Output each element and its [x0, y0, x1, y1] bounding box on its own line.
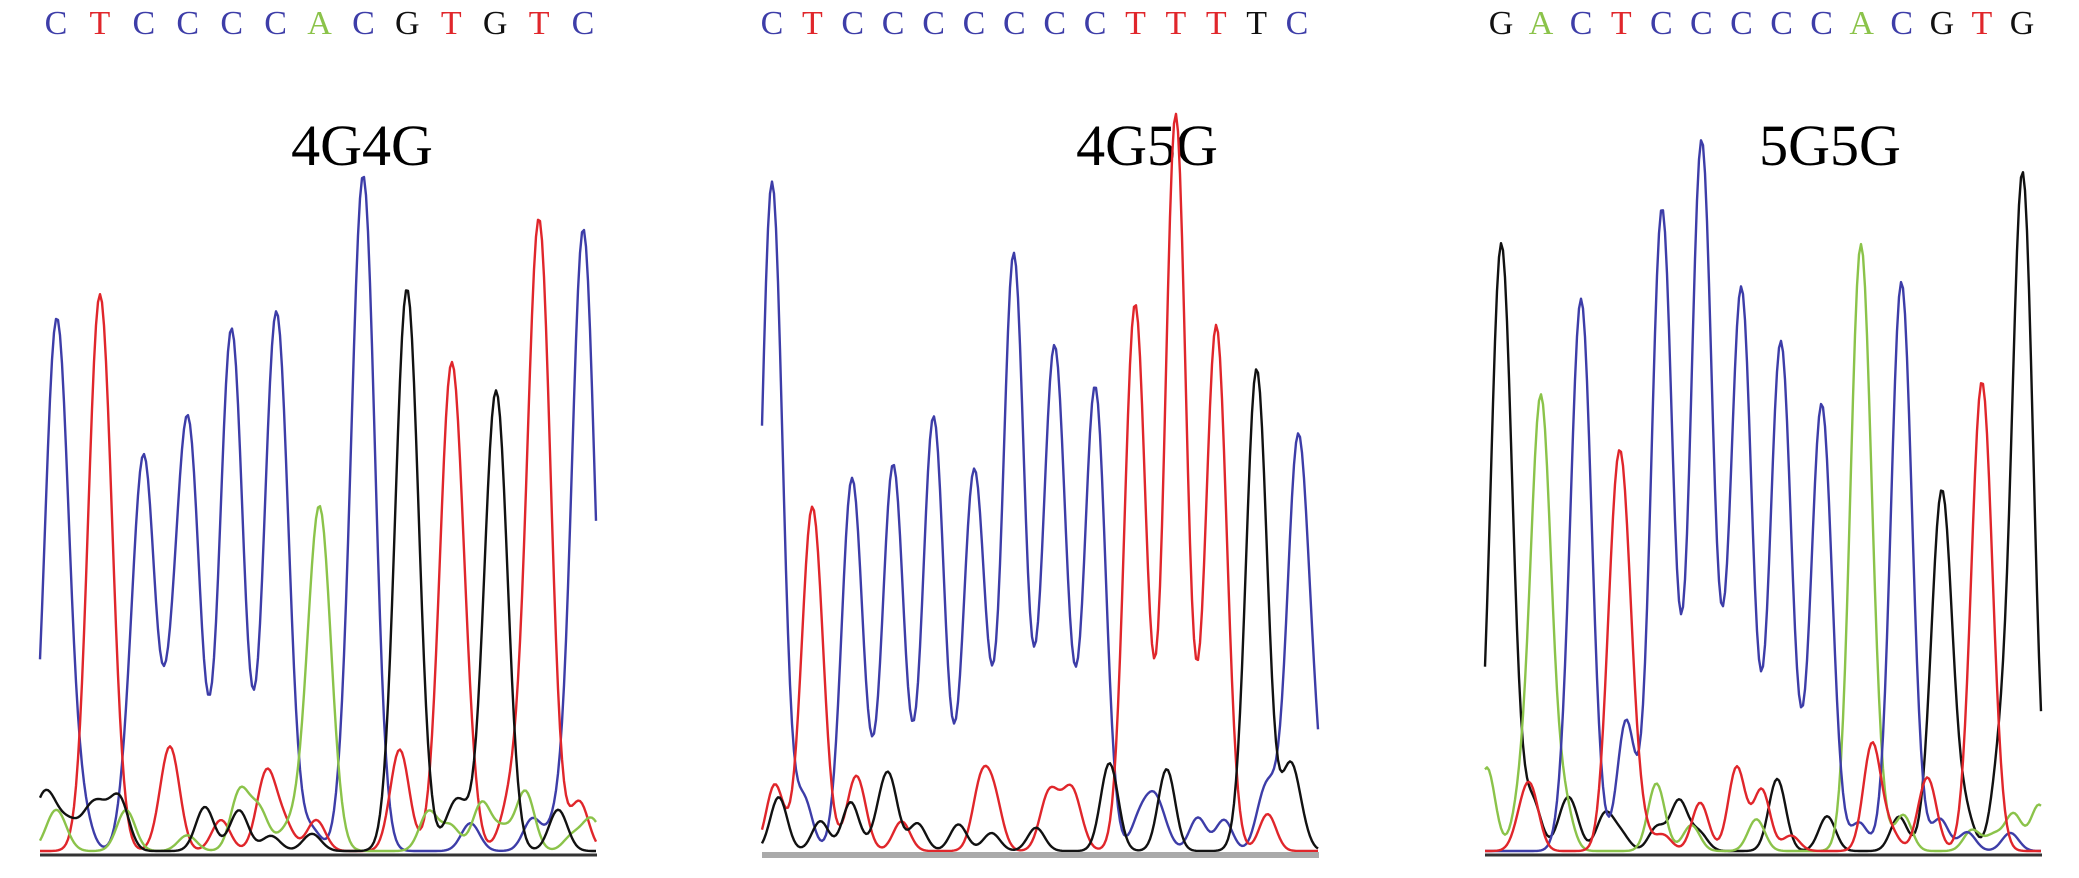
base-letter: C	[45, 5, 68, 42]
base-letter: G	[1489, 5, 1514, 42]
trace	[1485, 382, 2041, 853]
base-letter: C	[1730, 5, 1753, 42]
trace	[38, 505, 597, 853]
base-letter: A	[307, 5, 332, 42]
panel-title: 4G4G	[291, 113, 433, 178]
base-letter: C	[1286, 5, 1309, 42]
base-letter: T	[1611, 5, 1632, 42]
base-letter: C	[1810, 5, 1833, 42]
trace	[760, 112, 1318, 853]
trace	[1484, 242, 2042, 853]
base-letter: C	[1003, 5, 1026, 42]
base-letter: T	[441, 5, 462, 42]
base-letter: T	[1165, 5, 1186, 42]
base-letter: A	[1849, 5, 1874, 42]
base-letter: G	[2010, 5, 2035, 42]
base-letter: C	[352, 5, 375, 42]
base-letter: T	[802, 5, 823, 42]
base-letter: C	[922, 5, 945, 42]
base-letter: C	[1570, 5, 1593, 42]
base-letter: C	[176, 5, 199, 42]
base-letter: T	[1972, 5, 1993, 42]
base-letter: C	[264, 5, 287, 42]
panel-title: 4G5G	[1076, 113, 1218, 178]
trace	[40, 218, 598, 853]
trace	[1483, 171, 2043, 853]
base-letter: C	[1650, 5, 1673, 42]
base-letter: T	[529, 5, 550, 42]
trace	[760, 368, 1319, 853]
base-letter: A	[1529, 5, 1554, 42]
trace	[760, 180, 1320, 848]
panel-title: 5G5G	[1759, 113, 1901, 178]
base-letter: C	[882, 5, 905, 42]
trace	[1485, 139, 2041, 853]
base-letter: C	[132, 5, 155, 42]
trace	[38, 289, 596, 853]
base-letter: T	[1206, 5, 1227, 42]
base-letter: C	[1890, 5, 1913, 42]
base-letter: C	[963, 5, 986, 42]
base-letter: C	[1043, 5, 1066, 42]
base-letter: C	[841, 5, 864, 42]
base-letter: C	[761, 5, 784, 42]
base-letter: G	[395, 5, 420, 42]
trace	[38, 175, 598, 853]
base-letter: C	[572, 5, 595, 42]
base-letter: C	[220, 5, 243, 42]
base-letter: T	[1246, 5, 1267, 42]
base-letter: T	[90, 5, 111, 42]
base-letter: G	[1930, 5, 1955, 42]
base-letter: C	[1084, 5, 1107, 42]
base-letter: G	[483, 5, 508, 42]
base-letter: T	[1125, 5, 1146, 42]
base-letter: C	[1690, 5, 1713, 42]
base-letter: C	[1770, 5, 1793, 42]
